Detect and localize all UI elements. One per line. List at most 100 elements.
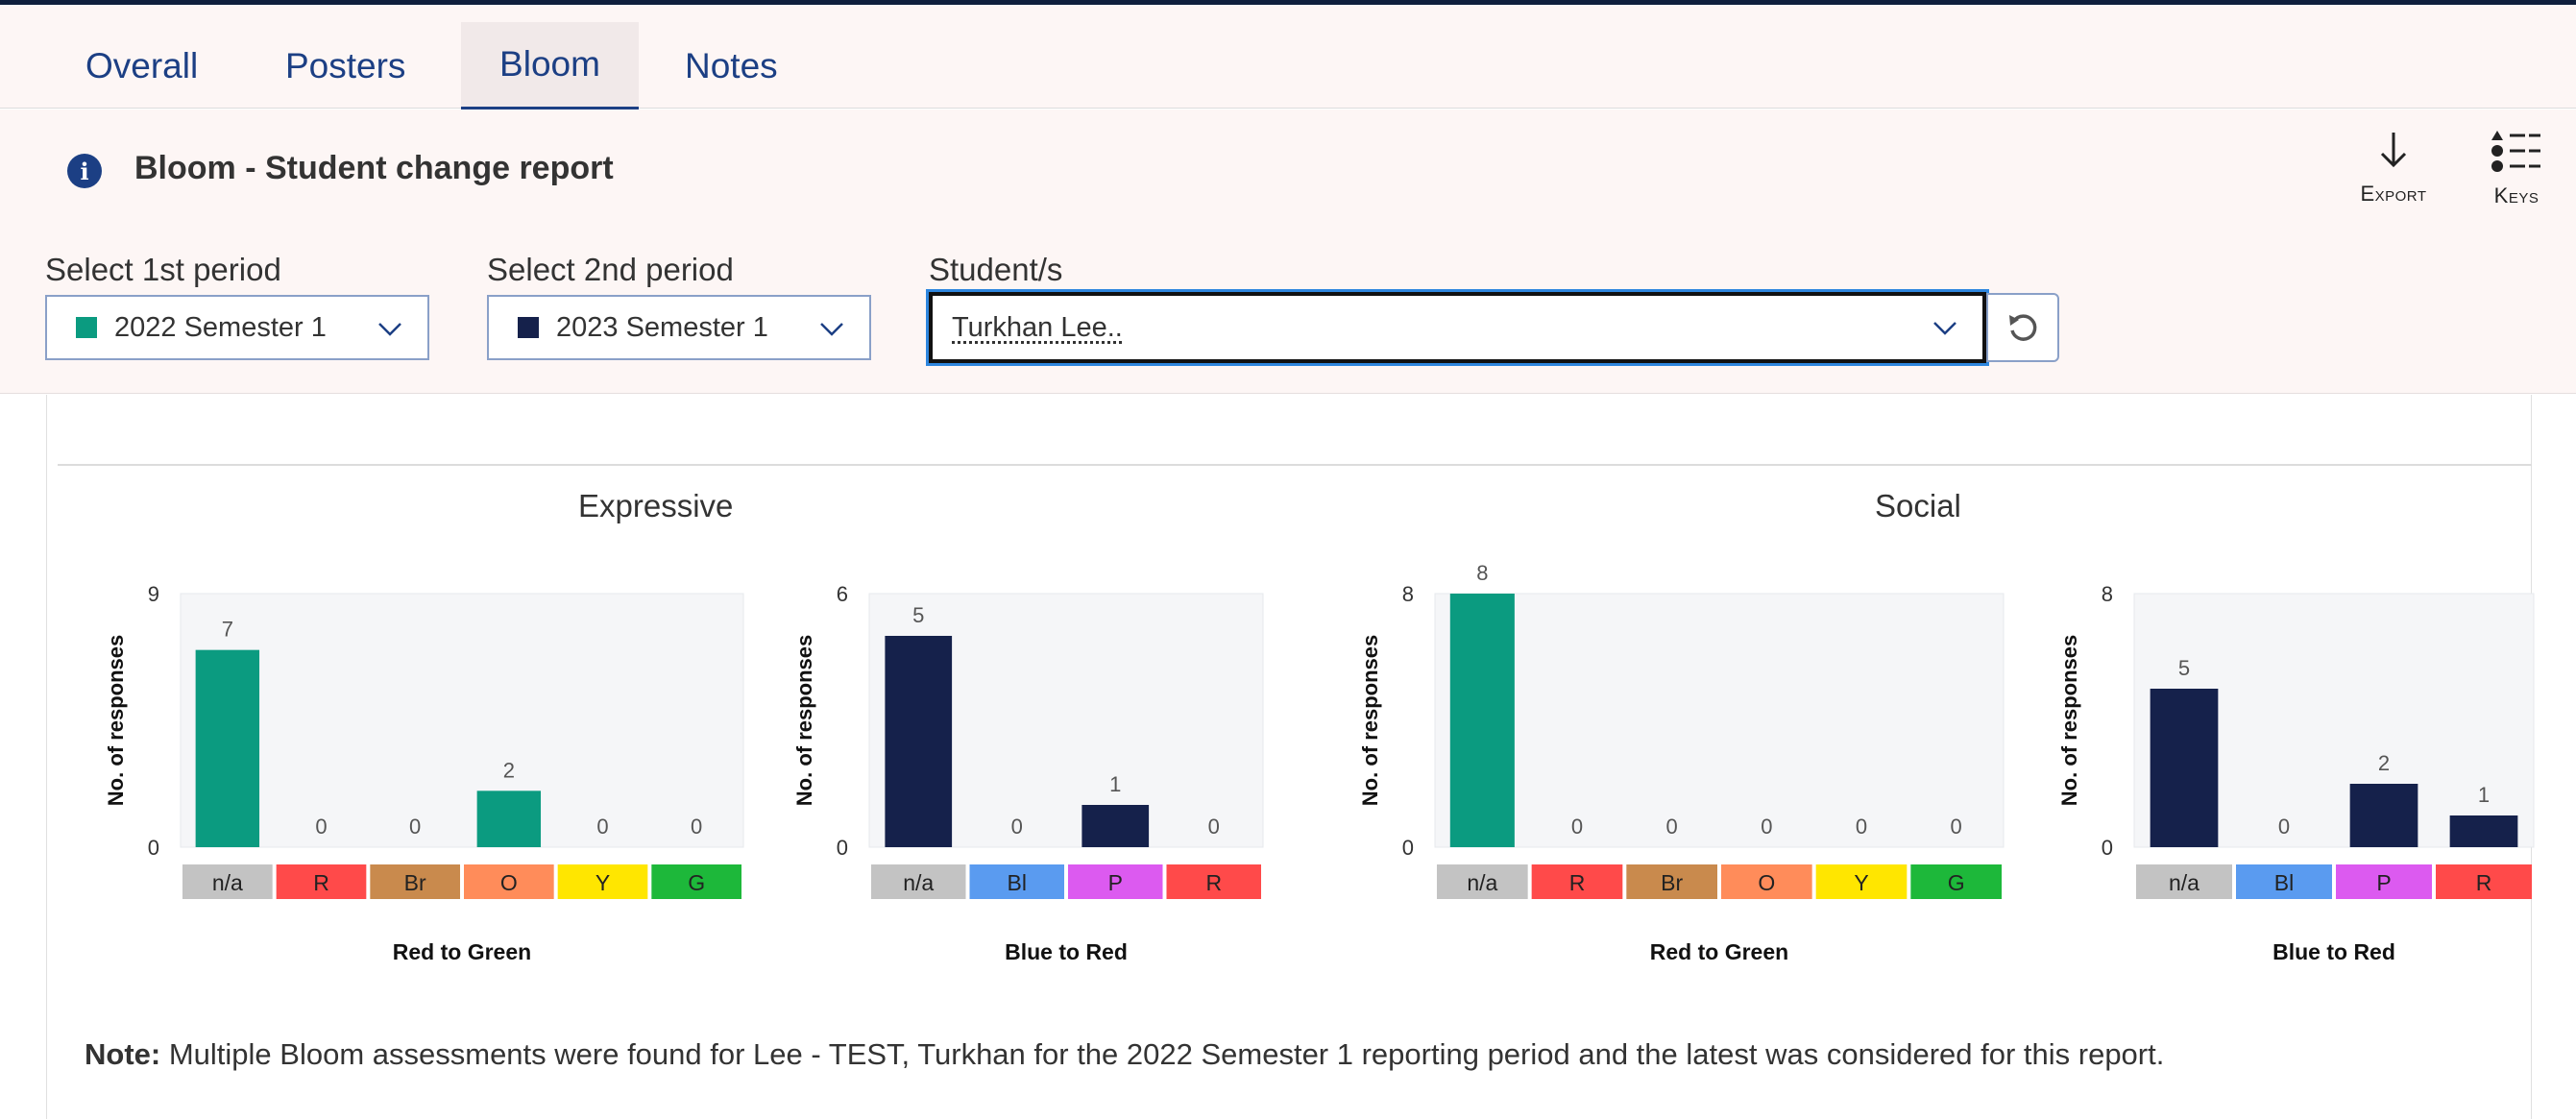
- x-tick-label: P: [2376, 870, 2391, 895]
- chart-social-red-to-green: 0 8 No. of responses 8 n/a 0 R 0 Br 0 O 0 Y 0 G Red to …: [1358, 562, 2005, 964]
- tab-overall[interactable]: Overall: [85, 46, 199, 85]
- x-tick-label: P: [1108, 870, 1123, 895]
- x-tick-label: Bl: [1008, 870, 1027, 895]
- x-tick-label: Br: [1661, 870, 1683, 895]
- x-tick-label: n/a: [212, 870, 243, 895]
- category-chip: [2436, 864, 2532, 899]
- bar: [1081, 805, 1150, 847]
- note-label: Note:: [85, 1037, 161, 1071]
- data-label: 5: [2178, 656, 2190, 680]
- chevron-down-icon: [378, 323, 401, 336]
- period2-select[interactable]: 2023 Semester 1: [487, 295, 871, 360]
- y-tick-label: 9: [148, 582, 159, 606]
- tab-notes[interactable]: Notes: [685, 46, 778, 85]
- x-tick-label: G: [1948, 870, 1965, 895]
- students-label: Student/s: [929, 252, 1063, 287]
- period2-value: 2023 Semester 1: [556, 311, 768, 343]
- chevron-down-icon: [820, 323, 843, 336]
- category-chip: [1531, 864, 1623, 899]
- x-axis-label: Red to Green: [393, 939, 531, 964]
- page-title: Bloom - Student change report: [134, 150, 614, 186]
- reset-button[interactable]: [1986, 293, 2059, 362]
- x-tick-label: R: [313, 870, 329, 895]
- category-chip: [2136, 864, 2232, 899]
- data-label: 2: [2378, 751, 2390, 775]
- category-chip: [1626, 864, 1717, 899]
- tab-bar: Overall Posters Bloom Notes: [0, 5, 2576, 110]
- export-button[interactable]: Export: [2341, 129, 2446, 207]
- y-axis-label: No. of responses: [104, 635, 128, 806]
- data-label: 2: [503, 758, 515, 782]
- y-tick-label: 6: [837, 582, 848, 606]
- bar: [2349, 784, 2418, 847]
- group-title-expressive: Expressive: [578, 488, 734, 523]
- category-chip: [1437, 864, 1528, 899]
- category-chip: [182, 864, 273, 899]
- category-chip: [1068, 864, 1163, 899]
- x-tick-label: G: [688, 870, 705, 895]
- chart-expressive-blue-to-red: 0 6 No. of responses 5 n/a 0 Bl 1 P 0 R Blue to Red: [792, 582, 1264, 964]
- content-divider: [58, 464, 2532, 466]
- chart-expressive-red-to-green: 0 9 No. of responses 7 n/a 0 R 0 Br 2 O 0 Y 0 G Red to …: [104, 582, 744, 964]
- category-chip: [1910, 864, 2002, 899]
- category-chip: [370, 864, 460, 899]
- tab-posters[interactable]: Posters: [285, 46, 406, 85]
- x-tick-label: n/a: [903, 870, 934, 895]
- data-label: 0: [1571, 815, 1583, 839]
- period1-swatch: [76, 317, 97, 338]
- y-axis-label: No. of responses: [1358, 635, 1382, 806]
- period1-select[interactable]: 2022 Semester 1: [45, 295, 429, 360]
- plot-area: [180, 593, 744, 848]
- x-tick-label: n/a: [1467, 870, 1497, 895]
- list-icon: [2491, 131, 2540, 172]
- x-tick-label: Y: [595, 870, 610, 895]
- category-chip: [2236, 864, 2332, 899]
- download-icon: [2380, 133, 2407, 168]
- export-label: Export: [2360, 182, 2427, 206]
- category-chip: [871, 864, 966, 899]
- report-note: Note: Multiple Bloom assessments were fo…: [85, 1037, 2164, 1072]
- period2-label: Select 2nd period: [487, 252, 734, 287]
- data-label: 0: [691, 815, 702, 839]
- x-tick-label: O: [1758, 870, 1775, 895]
- data-label: 7: [222, 618, 233, 642]
- keys-button[interactable]: Keys: [2464, 129, 2569, 208]
- x-tick-label: Y: [1854, 870, 1868, 895]
- category-chip: [969, 864, 1064, 899]
- info-icon[interactable]: i: [67, 154, 102, 188]
- keys-label: Keys: [2493, 183, 2540, 207]
- category-chip: [464, 864, 554, 899]
- period2-swatch: [518, 317, 539, 338]
- data-label: 5: [912, 603, 924, 627]
- period1-label: Select 1st period: [45, 252, 281, 287]
- y-tick-label: 0: [837, 836, 848, 860]
- y-tick-label: 8: [2102, 582, 2113, 606]
- category-chip: [557, 864, 648, 899]
- x-tick-label: R: [1569, 870, 1586, 895]
- data-label: 8: [1476, 562, 1488, 585]
- x-tick-label: n/a: [2169, 870, 2199, 895]
- category-chip: [2336, 864, 2432, 899]
- tab-bloom[interactable]: Bloom: [461, 22, 639, 110]
- y-tick-label: 0: [1402, 836, 1414, 860]
- y-axis-label: No. of responses: [2057, 635, 2081, 806]
- bar: [476, 791, 542, 847]
- x-tick-label: O: [500, 870, 518, 895]
- data-label: 0: [596, 815, 608, 839]
- x-axis-label: Blue to Red: [1005, 939, 1128, 964]
- bar: [2150, 689, 2219, 847]
- data-label: 0: [1951, 815, 1962, 839]
- students-value: Turkhan Lee..: [952, 311, 1123, 343]
- y-tick-label: 0: [148, 836, 159, 860]
- reset-icon: [2009, 314, 2037, 341]
- x-tick-label: R: [1205, 870, 1222, 895]
- data-label: 0: [1666, 815, 1678, 839]
- data-label: 1: [1109, 772, 1121, 796]
- bar: [885, 636, 953, 847]
- y-axis-label: No. of responses: [792, 635, 816, 806]
- period1-value: 2022 Semester 1: [114, 311, 327, 343]
- x-axis-label: Blue to Red: [2272, 939, 2395, 964]
- students-select[interactable]: Turkhan Lee..: [929, 292, 1986, 363]
- data-label: 0: [315, 815, 327, 839]
- data-label: 0: [2278, 815, 2290, 839]
